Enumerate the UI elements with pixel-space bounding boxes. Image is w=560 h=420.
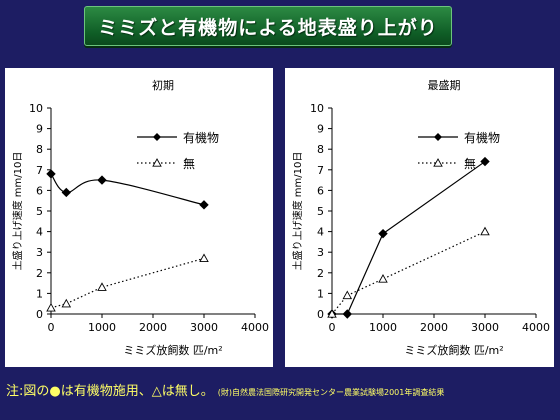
y-tick-label: 10 bbox=[310, 102, 324, 115]
data-point-organic bbox=[46, 169, 56, 179]
data-point-none bbox=[342, 290, 353, 300]
x-tick-label: 3000 bbox=[471, 321, 499, 334]
x-tick-label: 1000 bbox=[369, 321, 397, 334]
data-point-organic bbox=[199, 200, 209, 210]
y-tick-label: 8 bbox=[36, 143, 43, 156]
slide-title: ミミズと有機物による地表盛り上がり bbox=[98, 16, 438, 39]
title-banner: ミミズと有機物による地表盛り上がり bbox=[84, 6, 452, 46]
y-tick-label: 10 bbox=[29, 102, 43, 115]
legend-marker-organic bbox=[434, 133, 442, 141]
y-tick-label: 0 bbox=[36, 308, 43, 321]
y-tick-label: 7 bbox=[317, 164, 324, 177]
y-tick-label: 9 bbox=[36, 123, 43, 136]
data-point-none bbox=[480, 226, 490, 236]
y-tick-label: 5 bbox=[317, 205, 324, 218]
footnote: 注:図の●は有機物施用、△は無し。 bbox=[6, 384, 214, 399]
data-point-none bbox=[199, 253, 209, 263]
y-tick-label: 6 bbox=[317, 184, 324, 197]
y-tick-label: 2 bbox=[36, 267, 43, 280]
y-tick-label: 5 bbox=[36, 205, 43, 218]
data-point-organic bbox=[61, 187, 72, 198]
x-tick-label: 0 bbox=[329, 321, 336, 334]
y-tick-label: 7 bbox=[36, 164, 43, 177]
source-credit: (財)自然農法国際研究開発センター農業試験場2001年調査結果 bbox=[217, 388, 445, 397]
x-axis-label: ミミズ放飼数 匹/m² bbox=[123, 343, 222, 357]
chart-initial: 初期 0 1 2 3 4 5 6 7 8 9 10 0 1000 2000 3000 4000 ミミズ放飼数 匹/… bbox=[11, 78, 269, 357]
x-tick-label: 1000 bbox=[88, 321, 116, 334]
footer-note: 注:図の●は有機物施用、△は無し。 (財)自然農法国際研究開発センター農業試験場… bbox=[6, 380, 556, 404]
data-point-organic bbox=[480, 156, 490, 167]
x-axis-label: ミミズ放飼数 匹/m² bbox=[404, 343, 503, 357]
data-point-organic bbox=[342, 309, 353, 319]
data-point-organic bbox=[97, 175, 107, 185]
series-none-line bbox=[50, 257, 205, 309]
y-tick-label: 4 bbox=[317, 226, 324, 239]
chart-panel-initial: 初期 0 1 2 3 4 5 6 7 8 9 10 0 1000 2000 3000 4000 ミミズ放飼数 匹/… bbox=[5, 68, 273, 367]
data-point-none bbox=[378, 274, 388, 283]
y-tick-label: 9 bbox=[317, 123, 324, 136]
data-point-none bbox=[46, 302, 56, 312]
series-none-line bbox=[331, 231, 486, 315]
legend-label: 有機物 bbox=[183, 130, 219, 145]
data-point-none bbox=[327, 309, 337, 318]
legend-label: 無 bbox=[183, 156, 195, 171]
chart-title: 初期 bbox=[152, 78, 174, 92]
series-organic-line bbox=[332, 161, 486, 315]
y-tick-label: 2 bbox=[317, 267, 324, 280]
x-tick-label: 0 bbox=[48, 321, 55, 334]
legend-marker-none bbox=[152, 158, 162, 167]
y-tick-label: 4 bbox=[36, 226, 43, 239]
x-tick-label: 2000 bbox=[420, 321, 448, 334]
chart-peak: 最盛期 0 1 2 3 4 5 6 7 8 9 10 0 1000 2000 3000 4000 ミミズ放飼数 匹… bbox=[291, 78, 550, 357]
legend-label: 有機物 bbox=[464, 130, 500, 145]
y-tick-label: 8 bbox=[317, 143, 324, 156]
data-point-organic bbox=[378, 228, 388, 239]
y-tick-label: 3 bbox=[36, 246, 43, 259]
data-point-none bbox=[61, 298, 72, 308]
x-tick-label: 4000 bbox=[241, 321, 269, 334]
chart-panel-peak: 最盛期 0 1 2 3 4 5 6 7 8 9 10 0 1000 2000 3000 4000 ミミズ放飼数 匹… bbox=[285, 68, 554, 367]
data-point-none bbox=[97, 282, 107, 291]
y-axis-label: 土盛り上げ速度 mm/10日 bbox=[11, 152, 24, 271]
y-tick-label: 3 bbox=[317, 246, 324, 259]
y-tick-label: 1 bbox=[317, 287, 324, 300]
x-tick-label: 4000 bbox=[522, 321, 550, 334]
legend-marker-organic bbox=[153, 133, 161, 141]
y-tick-label: 0 bbox=[317, 308, 324, 321]
legend-label: 無 bbox=[464, 156, 476, 171]
legend-marker-none bbox=[433, 158, 443, 167]
y-tick-label: 6 bbox=[36, 184, 43, 197]
series-organic-line bbox=[50, 173, 205, 206]
x-tick-label: 2000 bbox=[139, 321, 167, 334]
y-axis-label: 土盛り上げ速度 mm/10日 bbox=[291, 152, 304, 271]
x-tick-label: 3000 bbox=[190, 321, 218, 334]
chart-title: 最盛期 bbox=[428, 78, 461, 92]
y-tick-label: 1 bbox=[36, 287, 43, 300]
